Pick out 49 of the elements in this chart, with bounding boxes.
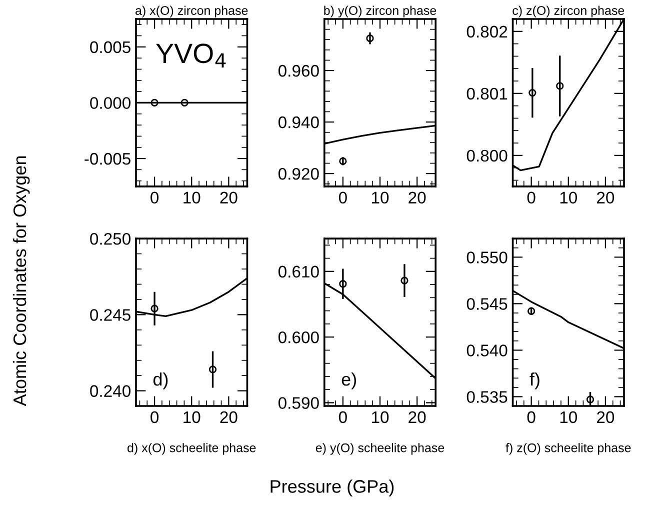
x-tick-label: 0 bbox=[338, 192, 347, 204]
x-tick-label: 10 bbox=[372, 411, 389, 424]
y-tick-label: 0.000 bbox=[90, 97, 130, 109]
x-tick-label: 20 bbox=[220, 192, 238, 204]
x-tick-label: 10 bbox=[372, 192, 389, 204]
chart-title: b) y(O) zircon phase bbox=[324, 6, 436, 18]
x-tick-label: 0 bbox=[527, 192, 536, 204]
annotation: f) bbox=[530, 372, 540, 390]
y-tick-label: 0.600 bbox=[278, 331, 319, 344]
y-tick-label: -0.005 bbox=[84, 152, 130, 165]
y-tick-label: 0.960 bbox=[278, 64, 319, 77]
y-tick-label: 0.940 bbox=[278, 116, 319, 128]
x-tick-label: 0 bbox=[527, 411, 536, 424]
x-axis-title: e) y(O) scheelite phase bbox=[316, 443, 444, 455]
y-tick-label: 0.801 bbox=[466, 88, 508, 100]
y-tick-label: 0.250 bbox=[90, 232, 130, 245]
y-tick-label: 0.800 bbox=[466, 150, 508, 162]
annotation: d) bbox=[153, 372, 168, 390]
chart-title: c) z(O) zircon phase bbox=[512, 6, 624, 18]
y-tick-label: 0.005 bbox=[90, 41, 130, 54]
x-tick-label: 0 bbox=[150, 192, 159, 204]
y-tick-label: 0.245 bbox=[90, 309, 130, 321]
x-tick-label: 10 bbox=[184, 411, 200, 424]
y-axis-title: Atomic Coordinates for Oxygen bbox=[12, 156, 30, 406]
x-tick-label: 10 bbox=[560, 411, 578, 424]
x-tick-label: 20 bbox=[408, 192, 426, 204]
x-tick-label: 20 bbox=[220, 411, 238, 424]
y-tick-label: 0.802 bbox=[466, 26, 508, 38]
annotation: YVO$_{4}$ bbox=[156, 44, 226, 68]
chart-title: a) x(O) zircon phase bbox=[136, 6, 248, 18]
x-tick-label: 0 bbox=[338, 411, 347, 424]
x-tick-label: 20 bbox=[408, 411, 426, 424]
x-axis-title: f) z(O) scheelite phase bbox=[506, 443, 631, 455]
y-tick-label: 0.550 bbox=[466, 252, 508, 264]
text: Pressure (GPa) bbox=[270, 480, 394, 496]
y-tick-label: 0.920 bbox=[278, 168, 319, 180]
y-tick-label: 0.545 bbox=[466, 298, 508, 310]
y-tick-label: 0.240 bbox=[90, 385, 130, 397]
x-tick-label: 10 bbox=[560, 192, 578, 204]
y-tick-label: 0.610 bbox=[278, 266, 319, 278]
x-tick-label: 0 bbox=[150, 411, 159, 424]
y-tick-label: 0.535 bbox=[466, 391, 508, 403]
y-tick-label: 0.540 bbox=[466, 344, 508, 356]
x-tick-label: 10 bbox=[184, 192, 200, 204]
x-tick-label: 20 bbox=[597, 411, 614, 424]
x-tick-label: 20 bbox=[597, 192, 614, 204]
annotation: e) bbox=[342, 372, 356, 390]
y-tick-label: 0.590 bbox=[278, 397, 319, 409]
x-axis-title: d) x(O) scheelite phase bbox=[128, 443, 256, 455]
